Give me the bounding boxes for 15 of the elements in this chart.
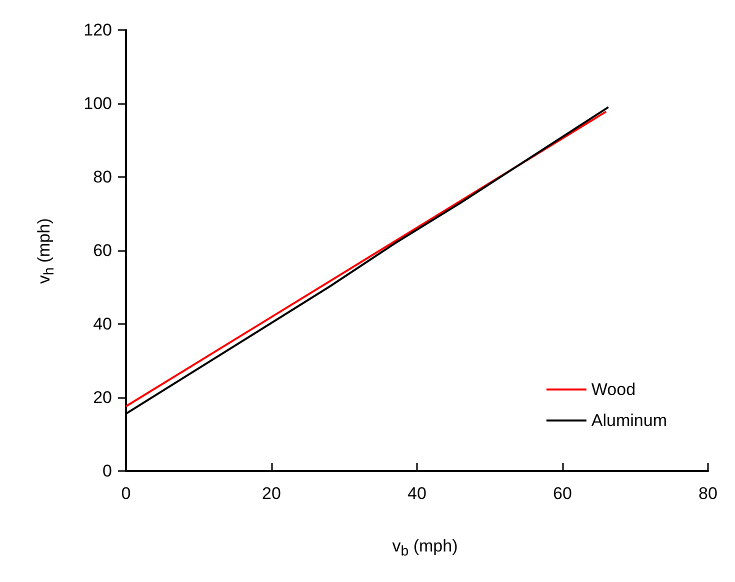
y-tick-label: 100 (84, 94, 112, 113)
legend-label: Aluminum (591, 411, 668, 430)
y-tick-label: 120 (84, 20, 112, 40)
x-tick-label: 40 (408, 484, 426, 503)
x-tick-label: 60 (553, 484, 572, 503)
y-tick-label: 60 (93, 241, 112, 260)
y-tick-label: 80 (93, 168, 112, 186)
y-tick-label: 40 (93, 314, 112, 334)
y-tick-label: 20 (93, 388, 112, 407)
x-tick-label: 0 (121, 484, 131, 503)
legend-label: Wood (591, 380, 636, 399)
x-tick-label: 80 (698, 484, 718, 503)
x-tick-label: 20 (262, 484, 281, 503)
x-axis-title: v$_{b}$ (mph) (392, 536, 458, 560)
y-tick-label: 0 (102, 462, 112, 480)
